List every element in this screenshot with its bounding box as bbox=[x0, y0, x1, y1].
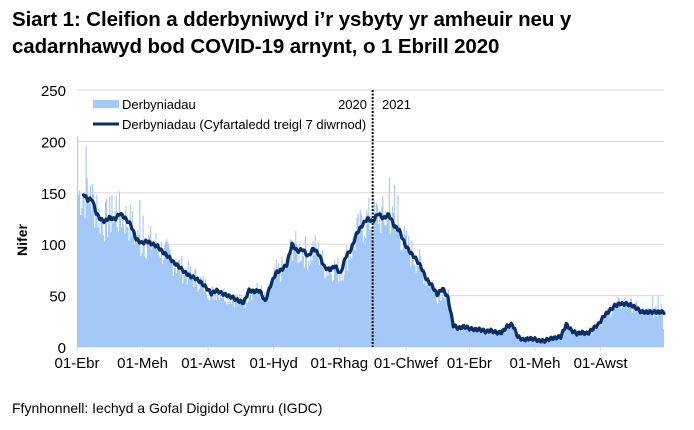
y-axis-label: Nifer bbox=[14, 224, 30, 256]
y-tick-label: 200 bbox=[41, 134, 66, 151]
legend: Derbyniadau Derbyniadau (Cyfartaledd tre… bbox=[93, 97, 366, 132]
source-note: Ffynhonnell: Iechyd a Gofal Digidol Cymr… bbox=[12, 400, 323, 416]
legend-line-label: Derbyniadau (Cyfartaledd treigl 7 diwrno… bbox=[122, 117, 366, 132]
x-tick-label: 01-Awst bbox=[181, 355, 236, 372]
x-tick-label: 01-Chwef bbox=[374, 355, 439, 372]
x-tick-label: 01-Meh bbox=[117, 355, 168, 372]
year-label-2020: 2020 bbox=[338, 97, 367, 112]
daily-bars-path bbox=[77, 136, 664, 347]
legend-bars-swatch bbox=[93, 100, 119, 108]
x-tick-label: 01-Awst bbox=[574, 355, 629, 372]
y-tick-label: 150 bbox=[41, 186, 66, 203]
daily-admissions-bars bbox=[77, 136, 664, 347]
year-label-2021: 2021 bbox=[382, 97, 411, 112]
x-tick-label: 01-Ebr bbox=[54, 355, 99, 372]
x-tick-label: 01-Rhag bbox=[311, 355, 369, 372]
y-tick-label: 100 bbox=[41, 237, 66, 254]
x-axis-ticks: 01-Ebr 01-Meh 01-Awst 01-Hyd 01-Rhag 01-Chwef… bbox=[54, 347, 628, 372]
x-tick-label: 01-Ebr bbox=[447, 355, 492, 372]
y-tick-label: 250 bbox=[41, 83, 66, 100]
y-tick-label: 0 bbox=[58, 340, 66, 357]
seven-day-average-line bbox=[81, 193, 666, 344]
y-tick-label: 50 bbox=[49, 289, 66, 306]
y-axis-ticks: 0 50 100 150 200 250 bbox=[41, 83, 66, 357]
chart-title: Siart 1: Cleifion a dderbyniwyd i’r ysby… bbox=[12, 8, 572, 58]
x-tick-label: 01-Meh bbox=[510, 355, 561, 372]
legend-bars-label: Derbyniadau bbox=[122, 97, 196, 112]
chart-area: 0 50 100 150 200 250 01-Ebr 01-Meh 01-Awst 01-Hy… bbox=[14, 83, 666, 372]
x-tick-label: 01-Hyd bbox=[250, 355, 298, 372]
